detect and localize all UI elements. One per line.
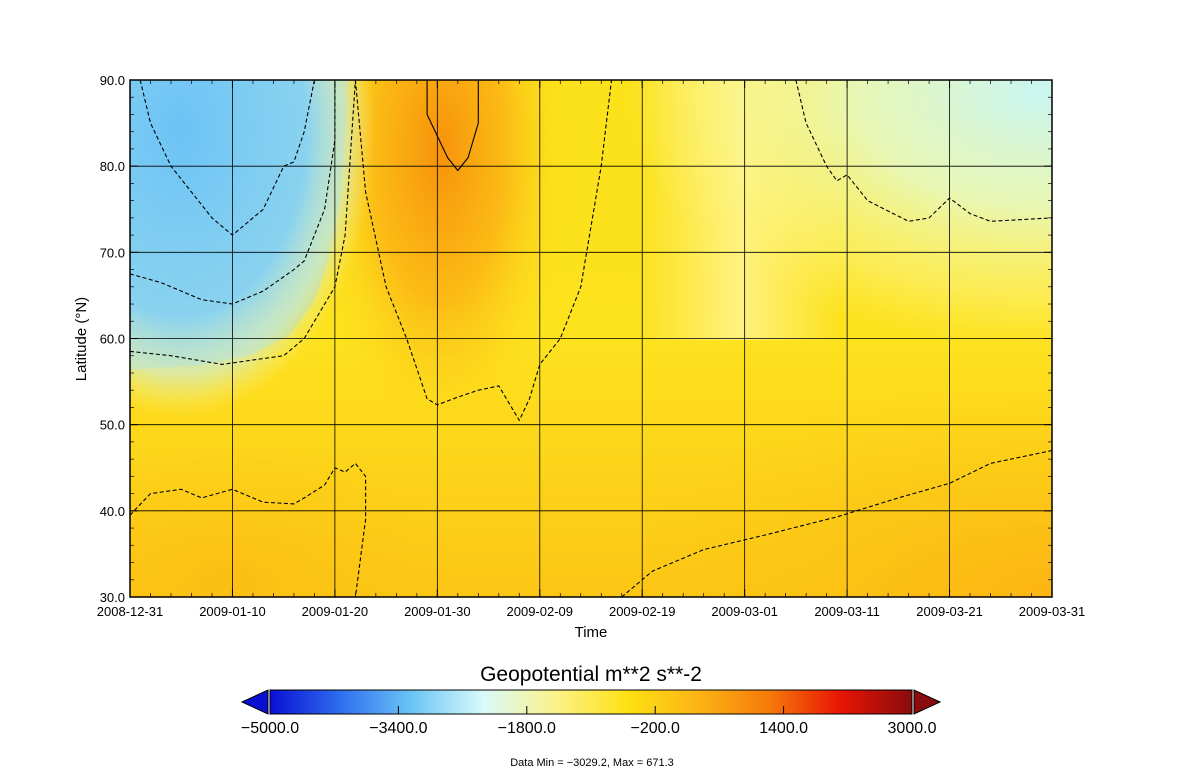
y-tick-label: 60.0 (100, 332, 125, 347)
contour-line-2 (139, 80, 315, 236)
colorbar-tick-label: 1400.0 (759, 720, 808, 737)
y-tick-label: 40.0 (100, 504, 125, 519)
y-tick-label: 90.0 (100, 73, 125, 88)
y-axis-label: Latitude (°N) (73, 297, 90, 381)
x-axis-label: Time (575, 624, 608, 641)
colorbar-tick-label: −5000.0 (241, 720, 299, 737)
contour-line-5 (354, 80, 613, 421)
x-tick-label: 2009-02-09 (507, 604, 574, 619)
colorbar: Geopotential m**2 s**-2 −5000.0 −3400.0 −1… (240, 663, 942, 737)
x-tick-label: 2009-01-30 (404, 604, 471, 619)
x-tick-label: 2009-03-11 (814, 604, 880, 619)
colorbar-tick-label: −1800.0 (498, 720, 556, 737)
contour-line-4 (130, 80, 356, 365)
colorbar-tick-label: −3400.0 (369, 720, 427, 737)
x-tick-label: 2009-03-01 (711, 604, 778, 619)
y-tick-label: 30.0 (100, 590, 125, 605)
x-tick-label: 2009-03-21 (916, 604, 983, 619)
colorbar-tick-label: −200.0 (631, 720, 680, 737)
y-tick-label: 80.0 (100, 159, 125, 174)
contour-line-8 (795, 80, 1052, 222)
x-tick-label: 2009-02-19 (609, 604, 676, 619)
x-tick-labels: 2008-12-31 2009-01-10 2009-01-20 2009-01-30… (97, 604, 1086, 619)
y-tick-label: 70.0 (100, 245, 125, 260)
colorbar-bar (269, 689, 913, 715)
colorbar-extend-min (240, 689, 269, 715)
contour-line-7 (621, 449, 1052, 597)
contour-line-6 (130, 462, 367, 597)
x-tick-label: 2009-03-31 (1019, 604, 1086, 619)
x-tick-label: 2009-01-10 (199, 604, 266, 619)
colorbar-tick-label: 3000.0 (888, 720, 937, 737)
x-tick-label: 2009-01-20 (302, 604, 369, 619)
y-tick-label: 50.0 (100, 418, 125, 433)
colorbar-title: Geopotential m**2 s**-2 (480, 663, 702, 686)
axis-ticks (129, 79, 1053, 598)
colorbar-ticks: −5000.0 −3400.0 −1800.0 −200.0 1400.0 3000.0 (241, 706, 937, 737)
contour-lines (130, 80, 1052, 597)
contour-line-3 (130, 80, 336, 305)
y-tick-labels: 30.0 40.0 50.0 60.0 70.0 80.0 90.0 (100, 73, 125, 605)
colorbar-extend-max (913, 689, 942, 715)
contour-line-1 (426, 80, 479, 172)
data-min-max-footnote: Data Min = −3029.2, Max = 671.3 (510, 757, 674, 769)
x-tick-label: 2008-12-31 (97, 604, 164, 619)
